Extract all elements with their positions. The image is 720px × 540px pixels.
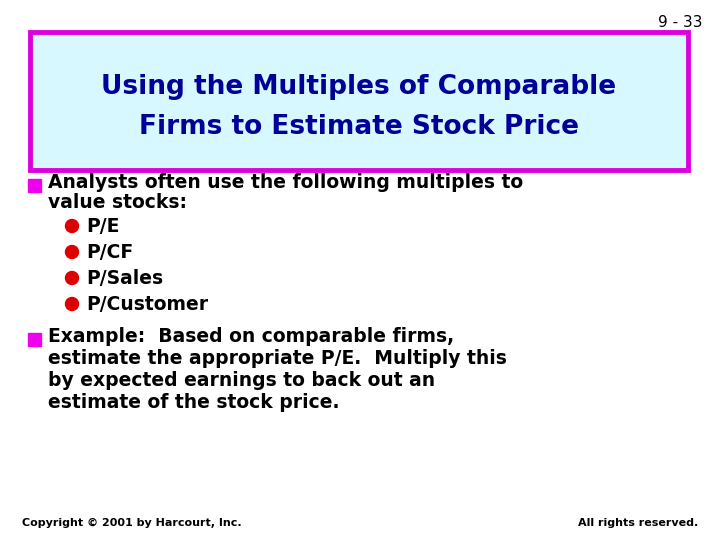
Circle shape	[66, 272, 78, 285]
Text: Firms to Estimate Stock Price: Firms to Estimate Stock Price	[139, 114, 579, 140]
Text: P/CF: P/CF	[86, 242, 133, 261]
Circle shape	[66, 246, 78, 259]
Bar	[28, 333, 41, 346]
Text: P/Customer: P/Customer	[86, 294, 208, 314]
Text: P/E: P/E	[86, 217, 120, 235]
Text: estimate the appropriate P/E.  Multiply this: estimate the appropriate P/E. Multiply t…	[48, 348, 507, 368]
Text: Analysts often use the following multiples to: Analysts often use the following multipl…	[48, 172, 523, 192]
Text: estimate of the stock price.: estimate of the stock price.	[48, 393, 340, 411]
Bar	[28, 179, 41, 192]
Text: All rights reserved.: All rights reserved.	[577, 518, 698, 528]
Circle shape	[66, 219, 78, 233]
FancyBboxPatch shape	[30, 32, 688, 170]
Text: 9 - 33: 9 - 33	[659, 15, 703, 30]
Text: Using the Multiples of Comparable: Using the Multiples of Comparable	[102, 74, 616, 100]
Text: Copyright © 2001 by Harcourt, Inc.: Copyright © 2001 by Harcourt, Inc.	[22, 518, 242, 528]
Text: by expected earnings to back out an: by expected earnings to back out an	[48, 370, 435, 389]
Text: P/Sales: P/Sales	[86, 268, 163, 287]
Text: value stocks:: value stocks:	[48, 192, 187, 212]
Text: Example:  Based on comparable firms,: Example: Based on comparable firms,	[48, 327, 454, 346]
Circle shape	[66, 298, 78, 310]
